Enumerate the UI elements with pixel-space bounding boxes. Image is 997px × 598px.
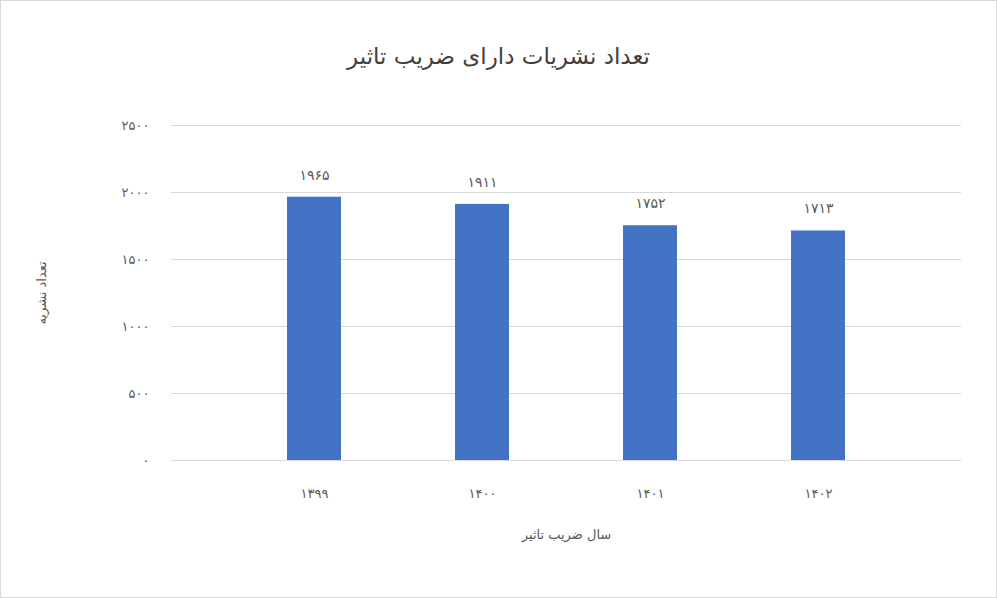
svg-text:۵۰۰: ۵۰۰ <box>129 386 150 401</box>
svg-text:۱۷۵۲: ۱۷۵۲ <box>635 195 665 211</box>
svg-text:۲۰۰۰: ۲۰۰۰ <box>122 185 150 200</box>
svg-text:۱۷۱۳: ۱۷۱۳ <box>803 200 834 216</box>
svg-text:۱۹۱۱: ۱۹۱۱ <box>467 174 497 190</box>
svg-text:۲۵۰۰: ۲۵۰۰ <box>122 118 150 133</box>
svg-text:۱۴۰۱: ۱۴۰۱ <box>637 486 665 501</box>
svg-text:تعداد نشریه: تعداد نشریه <box>34 261 50 325</box>
html-text:تعداد نشریات دارای ضریب تاثیر: تعداد نشریات دارای ضریب تاثیر <box>347 43 650 69</box>
svg-text:۱۴۰۰: ۱۴۰۰ <box>469 486 497 501</box>
svg-text:۱۰۰۰: ۱۰۰۰ <box>122 319 150 334</box>
svg-text:۰: ۰ <box>143 453 150 468</box>
svg-text:۱۳۹۹: ۱۳۹۹ <box>301 486 329 501</box>
svg-text:۱۵۰۰: ۱۵۰۰ <box>122 252 150 267</box>
svg-text:۱۴۰۲: ۱۴۰۲ <box>805 486 833 501</box>
svg-text:سال ضریب تاثیر: سال ضریب تاثیر <box>521 527 611 543</box>
svg-text:۱۹۶۵: ۱۹۶۵ <box>299 167 329 183</box>
